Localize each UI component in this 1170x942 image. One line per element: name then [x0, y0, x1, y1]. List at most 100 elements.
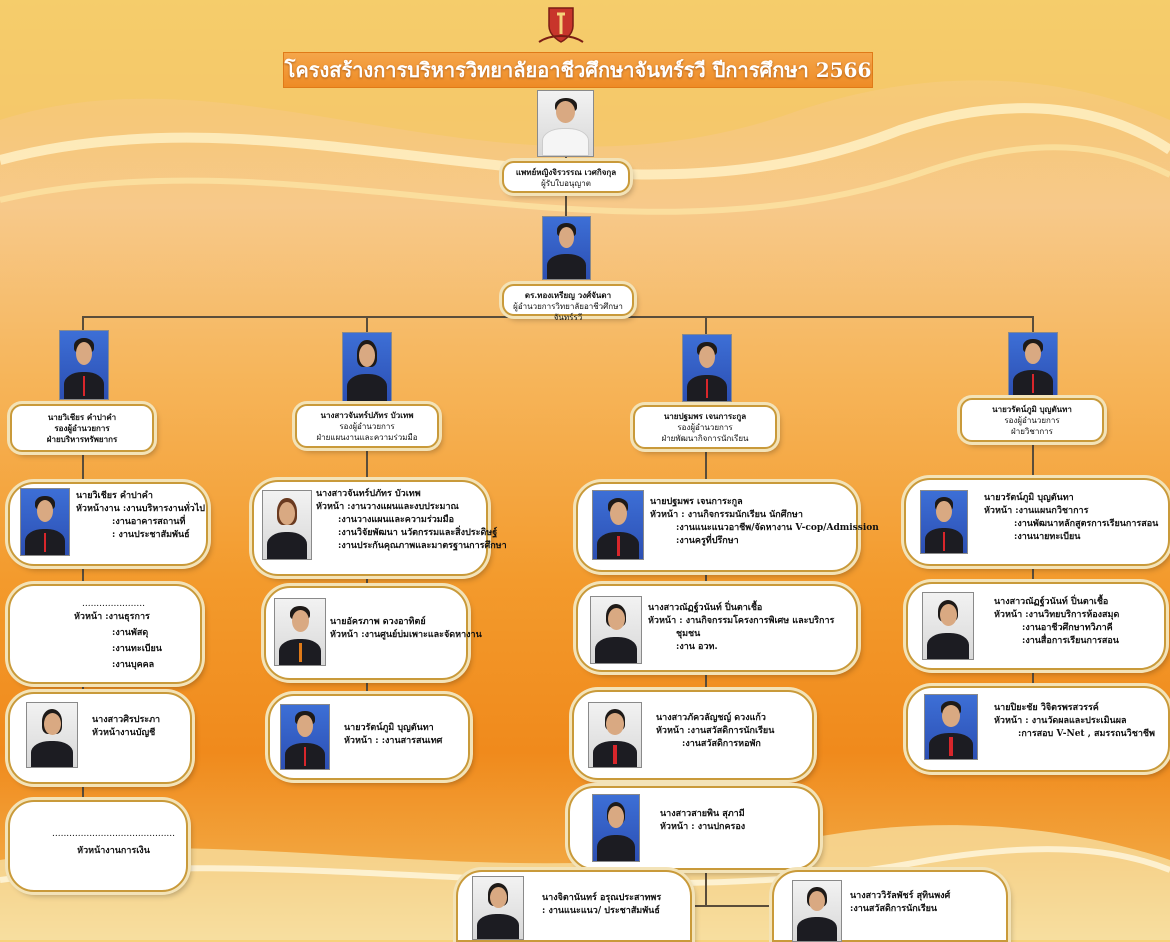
duty-line: หัวหน้า :งานสวัสดิการนักเรียน: [656, 726, 775, 736]
person-photo: [924, 694, 978, 760]
unit-card: ...................... หัวหน้า :งานธุรกา…: [8, 584, 202, 684]
duty-line: :การสอบ V-Net , สมรรถนวิชาชีพ: [1018, 729, 1155, 739]
connector-line: [565, 200, 567, 218]
duty-line: : งานประชาสัมพันธ์: [112, 530, 190, 540]
person-photo: [274, 598, 326, 666]
person-photo: [920, 490, 968, 554]
deputy-role: รองผู้อำนวยการ: [339, 422, 395, 431]
unit-card: นายวิเชียร คำปาคำ หัวหน้างาน :งานบริหารง…: [8, 482, 208, 566]
deputy-dept: ฝ่ายบริหารทรัพยากร: [46, 434, 118, 444]
unit-card: นางสาวณัฏฐ์วนันท์ ปิ่นตาเชื้อ หัวหน้า :ง…: [906, 582, 1166, 670]
duty-line: :งานอาคารสถานที่: [112, 517, 186, 527]
licensee-role: ผู้รับใบอนุญาต: [541, 179, 591, 188]
duty-line: :งานแนะแนวอาชีพ/จัดหางาน V-cop/Admission: [676, 523, 879, 533]
connector-line: [82, 680, 84, 692]
duty-line: :งานสวัสดิการหอพัก: [682, 739, 761, 749]
connector-line: [366, 448, 368, 480]
connector-line: [705, 776, 707, 786]
duty-line: หัวหน้า :งานแผนกวิชาการ: [984, 506, 1089, 516]
duty-line: หัวหน้า :งานวิทยบริการห้องสมุด: [994, 610, 1120, 620]
person-name: นางสาวภัควลัญชญ์ ดวงแก้ว: [656, 713, 766, 723]
connector-line: [82, 562, 84, 582]
person-name: นางสาวณัฏฐ์วนันท์ ปิ่นตาเชื้อ: [648, 603, 763, 613]
connector-line: [366, 572, 368, 586]
connector-line: [82, 453, 84, 483]
connector-line: [705, 668, 707, 688]
deputy-namebox: นางสาวจันทร์ปภัทร บัวเทพ รองผู้อำนวยการ …: [295, 404, 439, 448]
deputy-dept: ฝ่ายแผนงานและความร่วมมือ: [316, 433, 418, 442]
duty-line: หัวหน้า : งานวัดผลและประเมินผล: [994, 716, 1127, 726]
unit-card: นายวรัตน์ภูมิ บุญตันทา หัวหน้า :งานแผนกว…: [904, 478, 1170, 566]
unit-card: นางสาวณัฏฐ์วนันท์ ปิ่นตาเชื้อ หัวหน้า : …: [576, 584, 858, 672]
person-name: นายวรัตน์ภูมิ บุญตันทา: [984, 493, 1074, 503]
connector-line: [1032, 440, 1034, 478]
person-name: นายปฐมพร เจนการะกูล: [650, 497, 743, 507]
unit-card: ........................................…: [8, 800, 188, 892]
licensee-namebox: แพทย์หญิงจิรวรรณ เวศกิจกุล ผู้รับใบอนุญา…: [502, 161, 630, 193]
connector-line: [705, 450, 707, 482]
deputy-dept: ฝ่ายวิชาการ: [1011, 427, 1053, 436]
duty-line: :งานวางแผนและความร่วมมือ: [338, 515, 455, 525]
unit-card: นายปิยะชัย วิจิตรพรสวรรค์ หัวหน้า : งานว…: [906, 686, 1170, 772]
name-placeholder: ......................: [82, 599, 145, 609]
duty-line: :งานวิจัยพัฒนา นวัตกรรมและสิ่งประดิษฐ์: [338, 528, 498, 538]
licensee-photo: [537, 90, 594, 157]
person-name: นายวิเชียร คำปาคำ: [76, 491, 153, 501]
person-photo: [922, 592, 974, 660]
deputy-namebox: นายวรัตน์ภูมิ บุญตันทา รองผู้อำนวยการ ฝ่…: [960, 398, 1104, 442]
duty-line: :งานพัสดุ: [112, 628, 149, 638]
duty-line: :งานสวัสดิการนักเรียน: [850, 904, 938, 914]
duty-line: :งานทะเบียน: [112, 644, 162, 654]
unit-card: นางสาวภัควลัญชญ์ ดวงแก้ว หัวหน้า :งานสวั…: [572, 690, 814, 780]
duty-line: :งานสื่อการเรียนการสอน: [1022, 636, 1119, 646]
connector-line: [705, 866, 707, 906]
deputy-photo: [1008, 332, 1058, 396]
connector-line: [82, 316, 1034, 318]
unit-card: นางสาวสายพิน สุภามี หัวหน้า : งานปกครอง: [568, 786, 820, 870]
person-name: นางสาวณัฏฐ์วนันท์ ปิ่นตาเชื้อ: [994, 597, 1109, 607]
duty-line: หัวหน้า :งานวางแผนและงบประมาณ: [316, 502, 459, 512]
person-photo: [792, 880, 842, 942]
connector-line: [82, 316, 84, 330]
unit-card: นางสาววิรัลพัชร์ สุทินพงศ์ :งานสวัสดิการ…: [772, 870, 1008, 942]
deputy-namebox: นายปฐมพร เจนการะกูล รองผู้อำนวยการ ฝ่ายพ…: [633, 405, 777, 449]
deputy-name: นายปฐมพร เจนการะกูล: [663, 411, 747, 421]
person-photo: [592, 490, 644, 560]
deputy-role: รองผู้อำนวยการ: [54, 423, 110, 433]
page-title: โครงสร้างการบริหารวิทยาลัยอาชีวศึกษาจันท…: [283, 52, 873, 88]
duty-line: :งานพัฒนาหลักสูตรการเรียนการสอน: [1014, 519, 1159, 529]
duty-line: :งาน อวท.: [676, 642, 718, 652]
director-name: ดร.ทองเหรียญ วงศ์จันดา: [524, 290, 612, 300]
connector-line: [705, 316, 707, 334]
unit-card: นายอัครภาพ ดวงอาทิตย์ หัวหน้า :งานศูนย์บ…: [264, 586, 482, 680]
unit-card: นางสาวจันทร์ปภัทร บัวเทพ หัวหน้า :งานวาง…: [252, 480, 507, 576]
duty-line: หัวหน้า :งานธุรการ: [74, 612, 150, 622]
deputy-dept: ฝ่ายพัฒนากิจการนักเรียน: [661, 434, 749, 443]
person-name: นางสาวจันทร์ปภัทร บัวเทพ: [316, 489, 421, 499]
deputy-role: รองผู้อำนวยการ: [1004, 416, 1060, 425]
unit-card: นายวรัตน์ภูมิ บุญตันทา หัวหน้า : :งานสาร…: [268, 694, 470, 780]
duty-line: :งานนายทะเบียน: [1014, 532, 1081, 542]
duty-line: หัวหน้า : :งานสารสนเทศ: [344, 736, 443, 746]
person-photo: [262, 490, 312, 560]
duty-line: หัวหน้า : งานกิจกรรมโครงการพิเศษ และบริก…: [648, 616, 835, 626]
person-name: นางสาวสายพิน สุภามี: [660, 809, 745, 819]
person-name: นางสาวศิรประภา: [92, 715, 161, 725]
duty-line: :งานประกันคุณภาพและมาตรฐานการศึกษา: [338, 541, 507, 551]
duty-line: หัวหน้า :งานศูนย์บ่มเพาะและจัดหางาน: [330, 630, 482, 640]
person-photo: [280, 704, 330, 770]
deputy-name: นายวิเชียร คำปาคำ: [47, 412, 117, 422]
person-photo: [590, 596, 642, 664]
director-namebox: ดร.ทองเหรียญ วงศ์จันดา ผู้อำนวยการวิทยาล…: [502, 284, 634, 322]
connector-line: [82, 780, 84, 800]
deputy-name: นางสาวจันทร์ปภัทร บัวเทพ: [320, 410, 414, 420]
person-name: นางสาววิรัลพัชร์ สุทินพงศ์: [850, 891, 951, 901]
duty-line: หัวหน้า : งานกิจกรรมนักเรียน นักศึกษา: [650, 510, 803, 520]
connector-line: [686, 905, 778, 907]
unit-card: นางจิตานันทร์ อรุณประสาทพร : งานแนะแนว/ …: [456, 870, 692, 942]
person-photo: [472, 876, 524, 940]
deputy-namebox: นายวิเชียร คำปาคำ รองผู้อำนวยการ ฝ่ายบริ…: [10, 404, 154, 452]
duty-line: :งานอาชีวศึกษาทวิภาคี: [1022, 623, 1113, 633]
director-role: ผู้อำนวยการวิทยาลัยอาชีวศึกษาจันทร์รวี: [513, 302, 623, 322]
duty-line: : งานแนะแนว/ ประชาสัมพันธ์: [542, 906, 660, 916]
